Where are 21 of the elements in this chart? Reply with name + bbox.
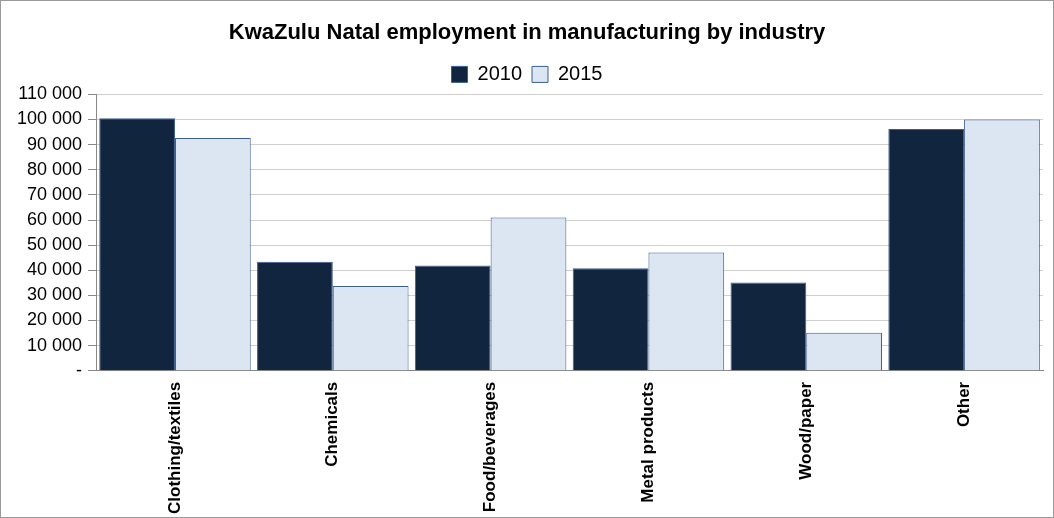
y-tick-label: 100 000	[16, 108, 83, 129]
y-tick-label: 40 000	[27, 259, 83, 280]
y-tick-label: 70 000	[27, 183, 83, 204]
legend-label: 2010	[477, 61, 523, 84]
x-tick-label: Metal products	[638, 381, 658, 503]
y-tick-label: -	[76, 359, 83, 380]
y-tick-label: 80 000	[27, 158, 83, 179]
x-tick-label: Wood/paper	[795, 381, 815, 480]
x-tick-label: Clothing/textiles	[164, 381, 184, 514]
x-tick-label: Chemicals	[322, 381, 342, 467]
x-tick-label: Other	[953, 381, 973, 428]
legend-label: 2015	[558, 61, 603, 84]
y-tick-label: 90 000	[27, 133, 83, 154]
y-tick-label: 110 000	[18, 83, 83, 104]
y-tick-label: 30 000	[27, 284, 83, 305]
x-tick-label: Food/beverages	[480, 381, 500, 513]
y-tick-label: 60 000	[27, 208, 83, 229]
chart-title: KwaZulu Natal employment in manufacturing by industry	[228, 19, 827, 45]
y-tick-label: 10 000	[27, 334, 83, 355]
y-tick-label: 50 000	[27, 234, 83, 255]
y-tick-label: 20 000	[27, 309, 83, 330]
